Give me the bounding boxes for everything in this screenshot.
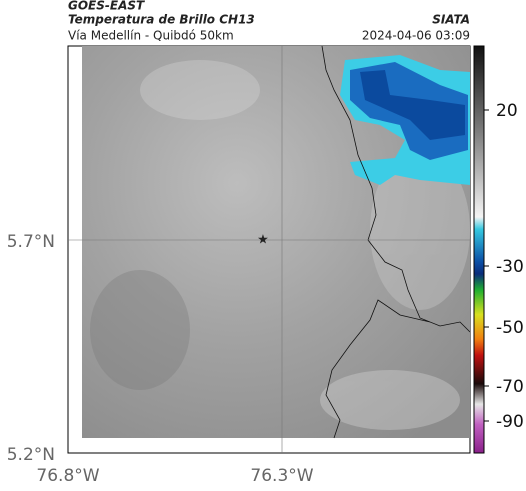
colorbar-tick-label: -50	[496, 318, 524, 338]
source: SIATA	[432, 13, 470, 27]
colorbar-tick-label: -90	[496, 412, 524, 432]
cold-cloud	[340, 55, 470, 185]
colorbar-tick-label: -30	[496, 257, 524, 277]
lon-label: 76.3°W	[250, 466, 313, 486]
colorbar	[473, 45, 485, 454]
colorbar-tick-label: -70	[496, 377, 524, 397]
lat-label: 5.2°N	[7, 445, 55, 465]
subtitle: Vía Medellín - Quibdó 50km	[68, 29, 234, 43]
title: Temperatura de Brillo CH13	[68, 13, 255, 27]
satellite: GOES-EAST	[68, 0, 145, 13]
colorbar-tick-label: 20	[496, 101, 518, 121]
cloud-texture	[90, 60, 470, 430]
location-star: ★	[257, 233, 269, 248]
lat-label: 5.7°N	[7, 232, 55, 252]
colorbar-ticks: 20 -30 -50 -70 -90	[484, 101, 524, 432]
datetime: 2024-04-06 03:09	[362, 29, 470, 43]
lon-label: 76.8°W	[36, 466, 99, 486]
